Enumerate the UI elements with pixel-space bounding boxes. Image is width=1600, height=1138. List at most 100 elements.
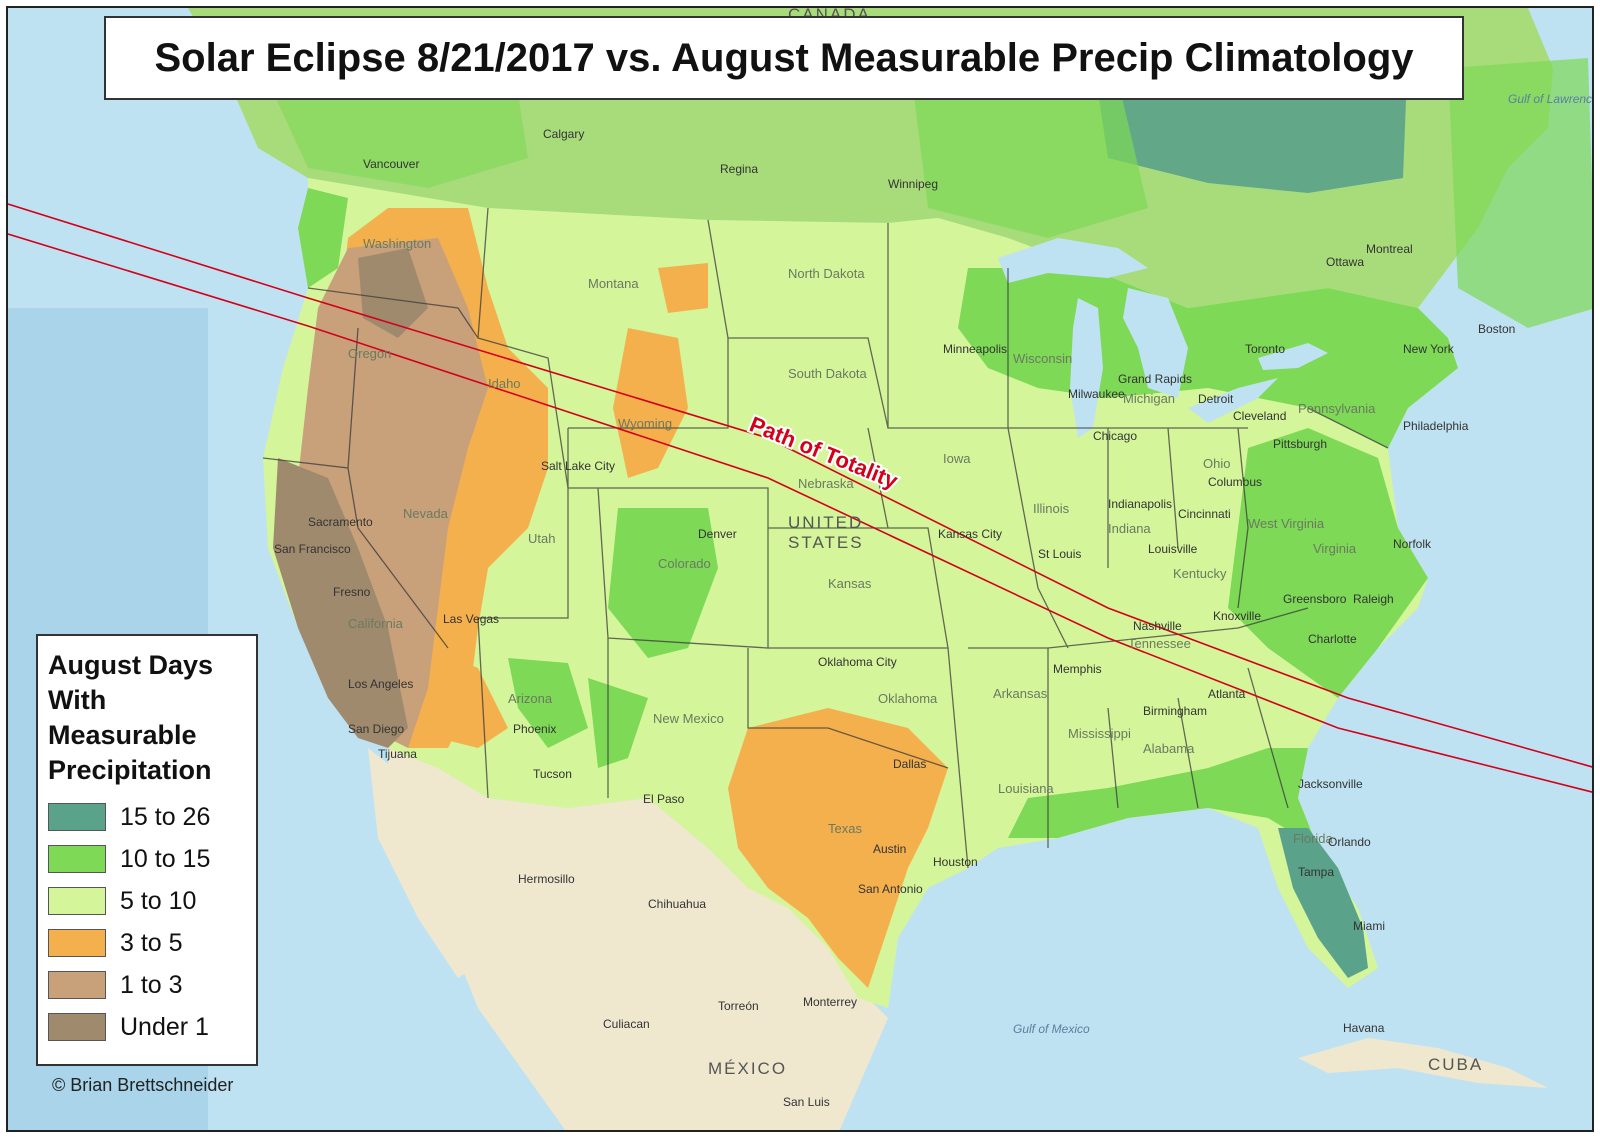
green-colorado [608,508,718,658]
legend-swatch [48,1013,106,1041]
legend: August Days With Measurable Precipitatio… [36,634,258,1066]
orange-arizona-west [428,648,508,748]
label-indiana: Indiana [1108,521,1151,536]
city-st-louis: St Louis [1038,547,1081,561]
city-louisville: Louisville [1148,542,1198,556]
label-virginia: Virginia [1313,541,1357,556]
city-boston: Boston [1478,322,1515,336]
city-culiacan: Culiacan [603,1017,650,1031]
city-dallas: Dallas [893,757,926,771]
city-las-vegas: Las Vegas [443,612,499,626]
label-states: STATES [788,533,864,552]
legend-item-under-1: Under 1 [48,1006,246,1048]
quebec-east [1448,58,1592,328]
legend-title-line: Measurable [48,720,197,750]
city-sacramento: Sacramento [308,515,373,529]
legend-item-label: 1 to 3 [120,970,183,999]
legend-item-15-26: 15 to 26 [48,796,246,838]
state-borders [262,207,1389,869]
label-pennsylvania: Pennsylvania [1298,401,1376,416]
city-el-paso: El Paso [643,792,685,806]
label-idaho: Idaho [488,376,521,391]
legend-item-label: 3 to 5 [120,928,183,957]
city-pittsburgh: Pittsburgh [1273,437,1327,451]
label-kansas: Kansas [828,576,872,591]
legend-swatch [48,845,106,873]
legend-item-label: Under 1 [120,1012,209,1041]
legend-swatch [48,803,106,831]
city-new-york: New York [1403,342,1455,356]
city-cleveland: Cleveland [1233,409,1286,423]
label-nebraska: Nebraska [798,476,854,491]
label-mexico: MÉXICO [708,1059,787,1078]
city-chihuahua: Chihuahua [648,897,706,911]
city-chicago: Chicago [1093,429,1137,443]
label-montana: Montana [588,276,639,291]
city-tijuana: Tijuana [378,747,417,761]
city-oklahoma-city: Oklahoma City [818,655,897,669]
green-nm [588,678,648,768]
label-gulf-of-lawrence: Gulf of Lawrence [1508,92,1594,106]
totality-path [8,203,1592,793]
city-austin: Austin [873,842,906,856]
green-southeast-coast [1008,748,1318,848]
city-tampa: Tampa [1298,865,1334,879]
city-san-antonio: San Antonio [858,882,923,896]
green-appalachia [1228,428,1428,698]
lake-michigan [1070,298,1103,438]
city-miami: Miami [1353,919,1385,933]
legend-title-line: August Days [48,650,214,680]
totality-north-line [8,203,1592,768]
city-havana: Havana [1343,1021,1385,1035]
label-colorado: Colorado [658,556,711,571]
map-title: Solar Eclipse 8/21/2017 vs. August Measu… [154,35,1414,80]
city-indianapolis: Indianapolis [1108,497,1172,511]
city-regina: Regina [720,162,758,176]
city-cincinnati: Cincinnati [1178,507,1231,521]
label-mississippi: Mississippi [1068,726,1131,741]
label-iowa: Iowa [943,451,971,466]
legend-item-5-10: 5 to 10 [48,880,246,922]
credit: © Brian Brettschneider [52,1075,234,1095]
totality-south-line [8,233,1592,793]
darktan-oregon [358,248,428,338]
city-memphis: Memphis [1053,662,1102,676]
label-illinois: Illinois [1033,501,1070,516]
legend-swatch [48,929,106,957]
label-washington: Washington [363,236,431,251]
city-ottawa: Ottawa [1326,255,1364,269]
orange-montana-spot [658,263,708,313]
orange-texas [728,708,948,988]
city-minneapolis: Minneapolis [943,342,1007,356]
city-greensboro: Greensboro [1283,592,1347,606]
label-arizona: Arizona [508,691,553,706]
legend-item-3-5: 3 to 5 [48,922,246,964]
city-montreal: Montreal [1366,242,1413,256]
label-oregon: Oregon [348,346,391,361]
label-texas: Texas [828,821,862,836]
label-wyoming: Wyoming [618,416,672,431]
legend-item-1-3: 1 to 3 [48,964,246,1006]
city-raleigh: Raleigh [1353,592,1394,606]
lake-ontario [1258,343,1328,370]
label-utah: Utah [528,531,555,546]
lake-erie [1188,378,1278,423]
label-alabama: Alabama [1143,741,1195,756]
darktan-california [273,458,408,748]
city-denver: Denver [698,527,737,541]
label-michigan: Michigan [1123,391,1175,406]
city-vancouver: Vancouver [363,157,419,171]
city-detroit: Detroit [1198,392,1234,406]
label-nevada: Nevada [403,506,449,521]
label-new-mexico: New Mexico [653,711,724,726]
label-california: California [348,616,404,631]
city-norfolk: Norfolk [1393,537,1432,551]
baja [368,748,473,978]
cuba-land [1298,1038,1548,1088]
map-title-box: Solar Eclipse 8/21/2017 vs. August Measu… [104,16,1464,100]
lake-huron [1123,288,1188,398]
legend-title-line: With [48,685,107,715]
city-birmingham: Birmingham [1143,704,1207,718]
legend-item-10-15: 10 to 15 [48,838,246,880]
label-kentucky: Kentucky [1173,566,1227,581]
